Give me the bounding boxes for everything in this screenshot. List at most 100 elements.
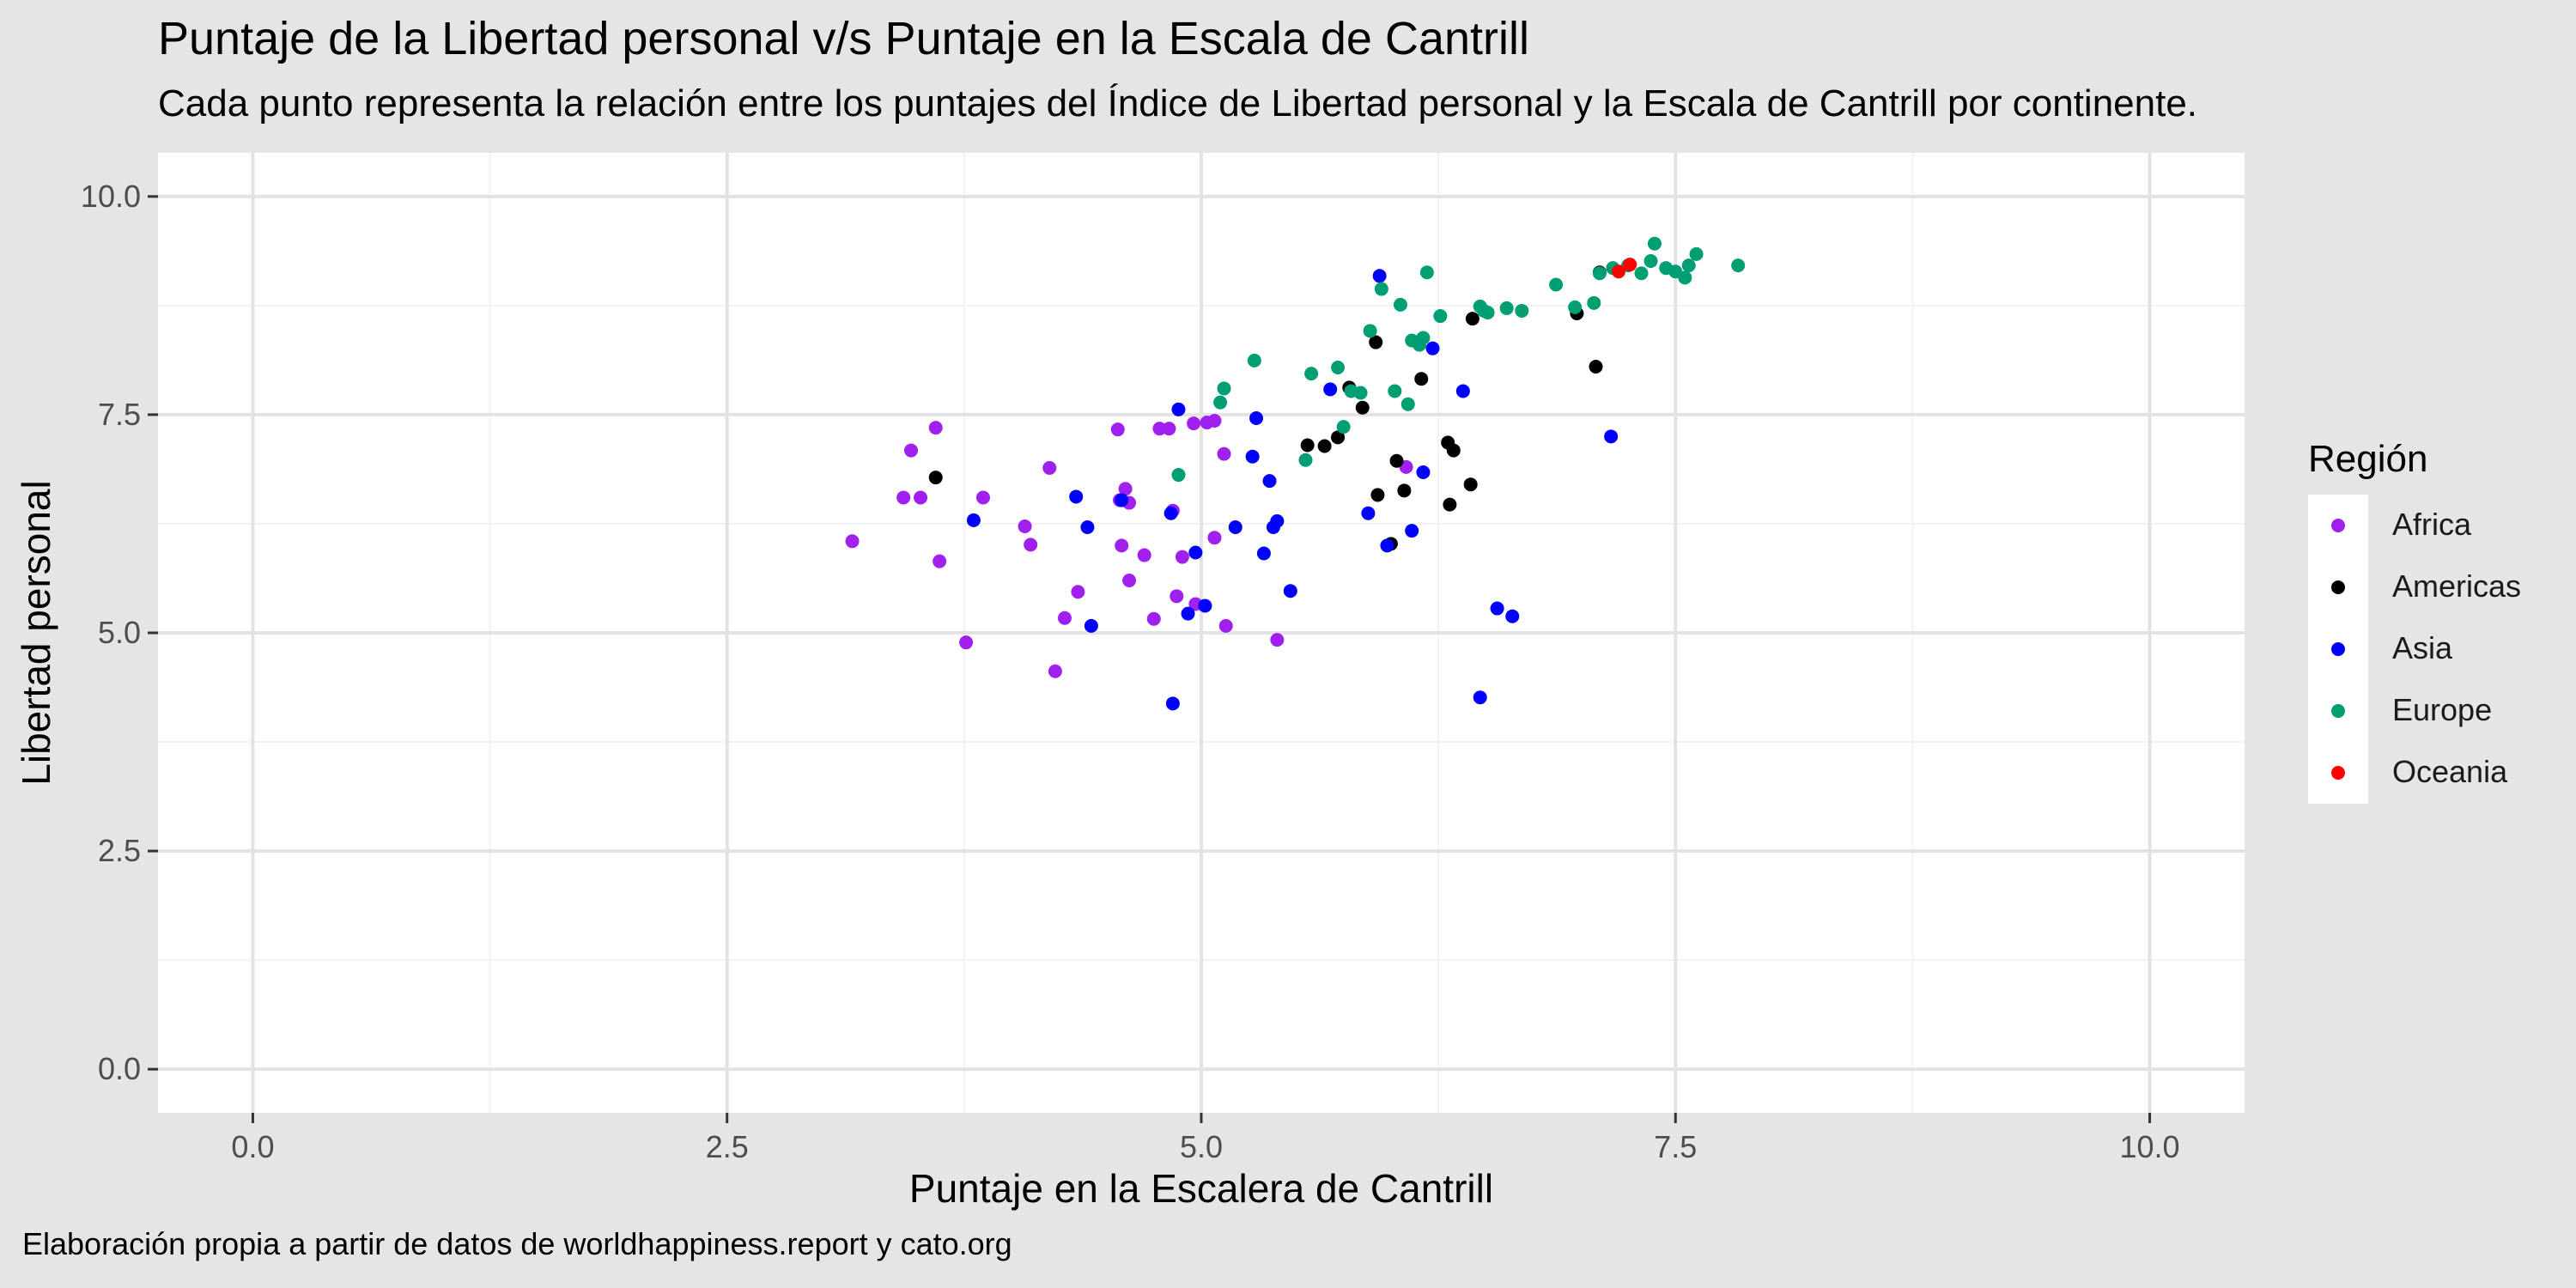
data-point-africa: [1146, 611, 1161, 626]
legend-title: Región: [2308, 438, 2428, 480]
data-point-europe: [1480, 305, 1495, 319]
legend-dot-africa: [2331, 519, 2345, 532]
legend-label: Europe: [2392, 692, 2493, 727]
legend-item-africa: Africa: [2308, 495, 2471, 556]
data-point-americas: [1446, 443, 1461, 458]
data-point-europe: [1213, 395, 1228, 410]
data-point-asia: [1604, 429, 1619, 444]
data-point-asia: [1188, 545, 1203, 560]
data-point-europe: [1374, 282, 1388, 296]
data-point-oceania: [1623, 258, 1637, 272]
data-point-americas: [1414, 372, 1429, 386]
y-tick-label: 7.5: [98, 397, 141, 432]
data-point-europe: [1433, 309, 1448, 324]
legend-dot-europe: [2331, 704, 2345, 718]
data-point-asia: [1473, 690, 1487, 705]
data-point-africa: [896, 490, 911, 505]
data-point-africa: [914, 490, 928, 505]
data-point-asia: [1115, 493, 1129, 507]
data-point-asia: [1171, 402, 1186, 416]
x-tick-label: 7.5: [1654, 1129, 1697, 1164]
data-point-americas: [1463, 477, 1478, 492]
data-point-africa: [933, 554, 947, 568]
data-point-africa: [1175, 550, 1189, 564]
data-point-europe: [1499, 301, 1514, 315]
legend-item-americas: Americas: [2308, 556, 2521, 618]
data-point-africa: [975, 490, 990, 505]
data-point-europe: [1363, 324, 1377, 338]
data-point-africa: [904, 443, 919, 458]
data-point-europe: [1171, 468, 1186, 483]
data-point-asia: [1245, 449, 1260, 464]
data-point-europe: [1393, 297, 1407, 312]
chart-subtitle: Cada punto representa la relación entre …: [158, 82, 2198, 125]
data-point-asia: [1425, 341, 1440, 355]
data-point-asia: [1084, 618, 1098, 633]
legend-dot-oceania: [2331, 766, 2345, 780]
data-point-europe: [1587, 295, 1601, 310]
data-point-asia: [1080, 520, 1095, 535]
data-point-americas: [1317, 439, 1332, 453]
data-point-asia: [1249, 410, 1264, 425]
data-point-europe: [1515, 303, 1529, 318]
data-point-africa: [928, 421, 943, 435]
legend-dot-asia: [2331, 642, 2345, 656]
y-tick-label: 0.0: [98, 1051, 141, 1086]
data-point-africa: [1270, 633, 1285, 647]
data-point-africa: [1217, 447, 1231, 461]
data-point-africa: [845, 534, 860, 549]
data-point-africa: [1187, 416, 1201, 431]
x-tick-label: 2.5: [706, 1129, 749, 1164]
legend-item-oceania: Oceania: [2308, 742, 2507, 804]
legend-label: Africa: [2392, 507, 2472, 542]
data-point-europe: [1388, 384, 1402, 398]
y-tick-label: 5.0: [98, 615, 141, 650]
legend-label: Oceania: [2392, 754, 2508, 789]
data-point-africa: [1042, 460, 1057, 475]
chart-title: Puntaje de la Libertad personal v/s Punt…: [158, 13, 1529, 64]
data-point-africa: [1115, 538, 1129, 553]
chart-caption: Elaboración propia a partir de datos de …: [22, 1226, 1012, 1261]
y-tick-label: 2.5: [98, 833, 141, 868]
y-axis-label: Libertad personal: [14, 480, 58, 785]
data-point-asia: [1490, 601, 1504, 616]
data-point-europe: [1592, 266, 1607, 281]
data-point-asia: [1405, 524, 1419, 538]
data-point-africa: [1207, 531, 1222, 545]
data-point-asia: [1283, 584, 1297, 598]
y-tick-label: 10.0: [81, 179, 141, 214]
data-point-europe: [1634, 266, 1649, 281]
data-point-europe: [1549, 277, 1564, 292]
data-point-asia: [1380, 538, 1394, 553]
data-point-americas: [928, 471, 943, 485]
legend-keys: Africa Americas Asia Europe Oceania: [2308, 495, 2521, 804]
data-point-americas: [1331, 430, 1346, 445]
data-point-europe: [1217, 381, 1231, 396]
data-point-asia: [1181, 606, 1195, 621]
data-point-asia: [1262, 474, 1277, 489]
data-point-africa: [1137, 548, 1151, 562]
data-point-americas: [1389, 453, 1404, 468]
data-point-africa: [1024, 538, 1038, 552]
data-points: [845, 236, 1746, 711]
data-point-asia: [1163, 506, 1178, 520]
data-point-americas: [1589, 360, 1603, 374]
axis-ticks: 0.0 2.5 5.0 7.5 10.0 0.0 2.5 5.0 7.5 10.0: [81, 179, 2180, 1164]
data-point-asia: [1256, 546, 1271, 561]
data-point-asia: [1228, 520, 1242, 535]
data-point-europe: [1353, 386, 1368, 400]
data-point-oceania: [1612, 264, 1625, 279]
data-point-asia: [1505, 609, 1520, 623]
data-point-europe: [1689, 246, 1704, 261]
data-point-europe: [1298, 453, 1313, 467]
data-point-africa: [1207, 414, 1222, 428]
data-point-asia: [1416, 465, 1431, 479]
data-point-asia: [1372, 269, 1387, 283]
data-point-europe: [1400, 397, 1415, 411]
data-point-asia: [1198, 598, 1212, 613]
x-tick-label: 10.0: [2120, 1129, 2180, 1164]
data-point-africa: [1170, 589, 1184, 604]
data-point-europe: [1731, 258, 1746, 273]
